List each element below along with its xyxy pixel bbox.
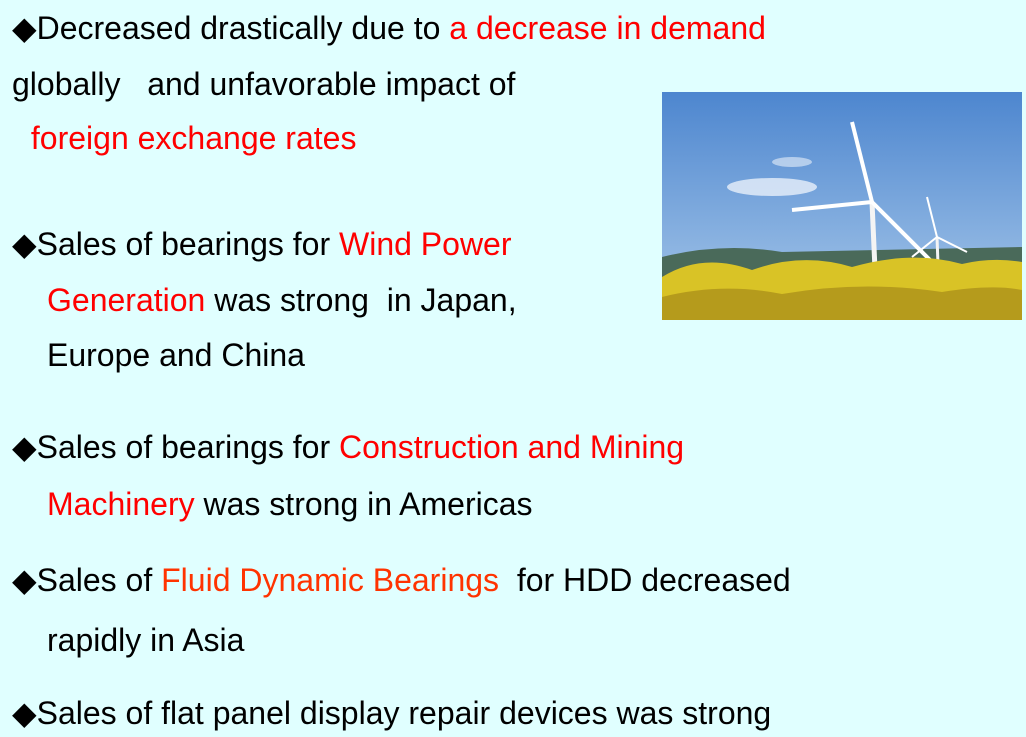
text-segment: globally and unfavorable impact of: [12, 66, 515, 102]
text-segment: Construction and Mining: [339, 429, 684, 465]
text-line: foreign exchange rates: [22, 118, 356, 158]
text-segment: a decrease in demand: [449, 10, 766, 46]
text-line: globally and unfavorable impact of: [12, 64, 515, 104]
text-line: rapidly in Asia: [47, 620, 244, 660]
text-line: ◆Sales of flat panel display repair devi…: [12, 693, 771, 733]
text-segment: ◆Sales of bearings for: [12, 429, 339, 465]
text-line: ◆Sales of Fluid Dynamic Bearings for HDD…: [12, 560, 791, 600]
text-segment: ◆Decreased drastically due to: [12, 10, 449, 46]
text-segment: Machinery: [47, 486, 195, 522]
text-line: Europe and China: [47, 335, 305, 375]
text-line: ◆Sales of bearings for Construction and …: [12, 427, 684, 467]
text-segment: Fluid Dynamic Bearings: [161, 562, 499, 598]
text-segment: for HDD decreased: [499, 562, 791, 598]
text-segment: ◆Sales of flat panel display repair devi…: [12, 695, 771, 731]
text-segment: Europe and China: [47, 337, 305, 373]
text-segment: ◆Sales of bearings for: [12, 226, 339, 262]
text-segment: rapidly in Asia: [47, 622, 244, 658]
text-segment: Wind Power: [339, 226, 512, 262]
text-segment: was strong in Americas: [195, 486, 533, 522]
text-line: Generation was strong in Japan,: [47, 280, 517, 320]
text-segment: foreign exchange rates: [22, 120, 356, 156]
slide: ◆Decreased drastically due to a decrease…: [0, 0, 1026, 737]
text-line: ◆Decreased drastically due to a decrease…: [12, 8, 766, 48]
text-segment: was strong in Japan,: [205, 282, 516, 318]
text-line: Machinery was strong in Americas: [47, 484, 533, 524]
wind-turbine-photo: [662, 92, 1022, 320]
text-segment: ◆Sales of: [12, 562, 161, 598]
text-line: ◆Sales of bearings for Wind Power: [12, 224, 512, 264]
text-segment: Generation: [47, 282, 205, 318]
